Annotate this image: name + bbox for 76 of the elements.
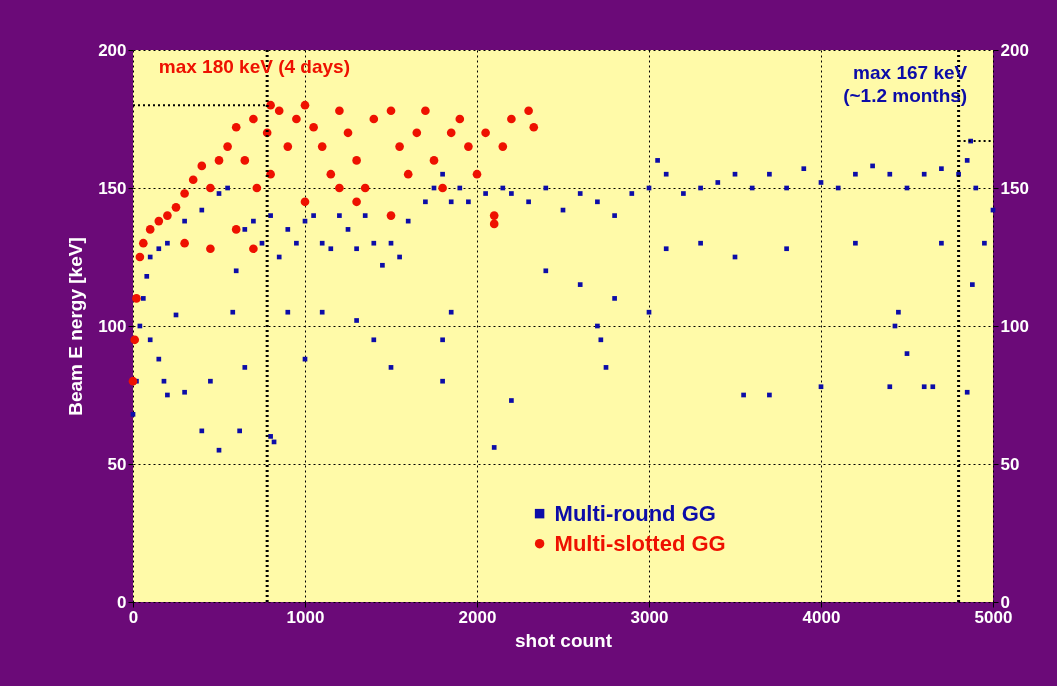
point — [231, 225, 241, 234]
point — [135, 252, 145, 262]
y-tick-label: 100 — [98, 316, 127, 336]
point — [214, 156, 224, 165]
y-axis-title: Beam E nergy [keV] — [65, 237, 87, 416]
point — [412, 128, 422, 138]
point — [403, 169, 413, 179]
point — [206, 244, 215, 254]
point — [438, 183, 447, 193]
point — [464, 142, 473, 151]
point — [171, 203, 181, 212]
point — [249, 114, 258, 124]
x-tick-label: 3000 — [630, 607, 669, 627]
point — [145, 225, 155, 234]
point — [300, 197, 310, 207]
x-tick-label: 2000 — [458, 607, 497, 627]
y-tick-label: 200 — [98, 40, 127, 60]
y2-tick-label: 150 — [1000, 178, 1029, 198]
point — [352, 156, 361, 165]
point — [395, 142, 404, 151]
point — [472, 169, 482, 179]
point — [163, 211, 172, 220]
point — [335, 183, 344, 193]
point — [352, 197, 361, 207]
point — [421, 106, 430, 116]
point — [130, 335, 140, 345]
point — [292, 114, 301, 124]
point — [283, 142, 293, 151]
annotation: max 167 keV (~1.2 months) — [843, 62, 968, 106]
legend-label: Multi-slotted GG — [554, 530, 726, 556]
point — [128, 376, 138, 386]
point — [429, 156, 439, 165]
point — [529, 122, 539, 132]
point — [489, 211, 499, 220]
point — [369, 114, 379, 124]
x-tick-label: 1000 — [286, 607, 325, 627]
point — [343, 128, 353, 138]
point — [317, 142, 327, 151]
point — [132, 294, 141, 303]
point — [524, 106, 533, 116]
y-tick-label: 50 — [107, 454, 127, 474]
y2-tick-label: 100 — [1000, 316, 1029, 336]
point — [507, 114, 516, 124]
point — [138, 238, 148, 248]
point — [335, 106, 344, 116]
point — [206, 183, 215, 193]
point — [309, 122, 318, 132]
point — [481, 128, 490, 138]
y2-tick-label: 200 — [1000, 40, 1029, 60]
point — [180, 238, 189, 248]
x-tick-label: 4000 — [802, 607, 841, 627]
point — [498, 142, 508, 151]
y2-tick-label: 50 — [1000, 454, 1020, 474]
point — [188, 175, 198, 185]
point — [455, 114, 465, 124]
y-tick-label: 150 — [98, 178, 127, 198]
point — [231, 122, 241, 132]
legend-label: Multi-round GG — [554, 500, 716, 526]
x-axis-title: shot count — [514, 629, 613, 651]
point — [180, 189, 189, 198]
point — [240, 156, 250, 165]
y-tick-label: 0 — [117, 592, 127, 612]
point — [360, 183, 370, 193]
point — [249, 244, 258, 254]
point — [386, 211, 396, 220]
point — [252, 183, 262, 193]
point — [326, 169, 336, 179]
point — [197, 161, 207, 171]
point — [274, 106, 284, 116]
point — [446, 128, 456, 138]
point — [300, 100, 310, 110]
point — [223, 142, 232, 151]
point — [386, 106, 396, 116]
point — [489, 219, 499, 229]
point — [154, 216, 164, 226]
annotation: max 180 keV (4 days) — [158, 56, 350, 77]
